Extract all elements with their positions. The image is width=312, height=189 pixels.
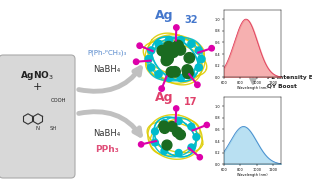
Circle shape bbox=[145, 55, 152, 63]
Text: SH: SH bbox=[50, 125, 57, 130]
Text: NaBH₄: NaBH₄ bbox=[93, 129, 121, 139]
Circle shape bbox=[173, 127, 182, 137]
Circle shape bbox=[161, 120, 168, 126]
Circle shape bbox=[188, 123, 195, 130]
Circle shape bbox=[168, 47, 178, 57]
Circle shape bbox=[195, 47, 202, 54]
Text: QY Boost: QY Boost bbox=[267, 84, 297, 88]
Text: N: N bbox=[36, 125, 40, 130]
Circle shape bbox=[170, 67, 180, 77]
Text: NaBH₄: NaBH₄ bbox=[93, 64, 121, 74]
Circle shape bbox=[182, 65, 193, 75]
Circle shape bbox=[177, 74, 184, 82]
Circle shape bbox=[159, 121, 169, 131]
Circle shape bbox=[175, 149, 182, 156]
Text: 32: 32 bbox=[184, 15, 197, 25]
Circle shape bbox=[175, 130, 185, 140]
Circle shape bbox=[162, 52, 172, 63]
Circle shape bbox=[195, 82, 200, 88]
Circle shape bbox=[160, 123, 170, 133]
Circle shape bbox=[152, 128, 158, 135]
Circle shape bbox=[148, 47, 155, 54]
Text: COOH: COOH bbox=[51, 98, 66, 104]
Circle shape bbox=[161, 148, 168, 154]
Circle shape bbox=[197, 155, 202, 160]
Circle shape bbox=[198, 55, 205, 63]
FancyBboxPatch shape bbox=[0, 55, 75, 178]
Circle shape bbox=[167, 122, 177, 131]
Circle shape bbox=[188, 144, 195, 151]
Circle shape bbox=[188, 40, 195, 47]
Text: AgNO$_3$: AgNO$_3$ bbox=[20, 68, 54, 81]
Text: Ag: Ag bbox=[154, 91, 173, 104]
Circle shape bbox=[166, 67, 177, 77]
Circle shape bbox=[161, 55, 172, 66]
Text: PL Intensity Enhance: PL Intensity Enhance bbox=[267, 74, 312, 80]
Circle shape bbox=[152, 139, 158, 146]
Text: PPh₃: PPh₃ bbox=[95, 145, 119, 153]
Circle shape bbox=[162, 140, 172, 150]
Circle shape bbox=[166, 74, 173, 82]
Circle shape bbox=[188, 71, 195, 78]
Circle shape bbox=[163, 41, 174, 52]
Text: 17: 17 bbox=[184, 97, 197, 107]
Circle shape bbox=[137, 43, 142, 48]
Circle shape bbox=[157, 45, 168, 56]
Circle shape bbox=[204, 122, 209, 128]
Circle shape bbox=[173, 40, 183, 51]
Circle shape bbox=[174, 25, 179, 30]
Circle shape bbox=[209, 46, 214, 51]
Circle shape bbox=[184, 53, 195, 63]
Circle shape bbox=[139, 142, 144, 147]
Circle shape bbox=[148, 64, 155, 71]
Circle shape bbox=[155, 71, 162, 78]
Circle shape bbox=[173, 106, 179, 111]
X-axis label: Wavelength (nm): Wavelength (nm) bbox=[237, 173, 268, 177]
Circle shape bbox=[195, 64, 202, 71]
X-axis label: Wavelength (nm): Wavelength (nm) bbox=[237, 86, 268, 90]
Circle shape bbox=[134, 59, 139, 64]
Circle shape bbox=[166, 36, 173, 44]
Text: +: + bbox=[32, 82, 42, 92]
Circle shape bbox=[175, 118, 182, 125]
Circle shape bbox=[177, 36, 184, 44]
Circle shape bbox=[175, 45, 186, 55]
Circle shape bbox=[183, 68, 193, 78]
Circle shape bbox=[159, 86, 164, 91]
Text: P(Ph-ᵖCH₃)₃: P(Ph-ᵖCH₃)₃ bbox=[87, 50, 127, 56]
Circle shape bbox=[193, 134, 200, 140]
Circle shape bbox=[155, 40, 162, 47]
Circle shape bbox=[163, 54, 173, 64]
Text: Ag: Ag bbox=[154, 9, 173, 22]
